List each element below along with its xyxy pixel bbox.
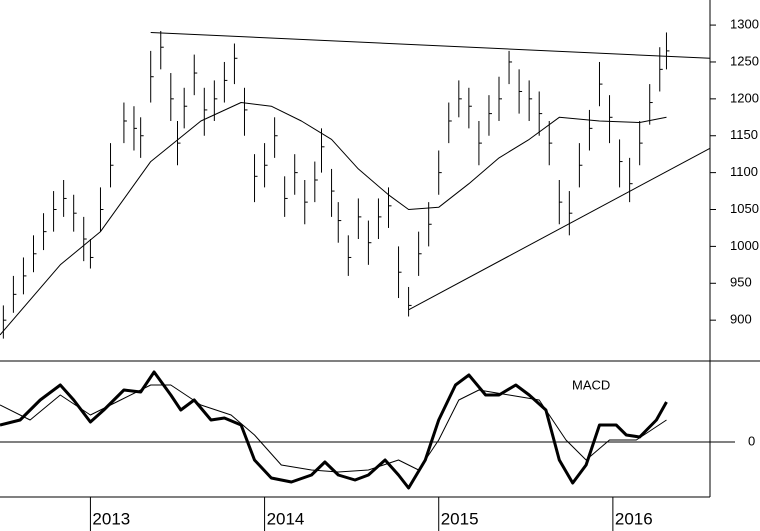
y-tick-label: 950 <box>730 275 752 290</box>
macd-line <box>0 370 668 490</box>
y-tick-label: 1050 <box>730 201 759 216</box>
x-tick-label: 2013 <box>92 509 130 528</box>
y-tick-label: 1200 <box>730 90 759 105</box>
series-label: MACD <box>572 377 610 392</box>
x-tick-label: 2016 <box>615 509 653 528</box>
y-tick-label: 1250 <box>730 53 759 68</box>
y-tick-label: 0 <box>748 433 755 448</box>
macd-line <box>0 384 667 473</box>
y-tick-label: 900 <box>730 312 752 327</box>
y-tick-label: 1150 <box>730 127 758 142</box>
x-tick-label: 2014 <box>267 509 305 528</box>
trendline <box>150 32 711 59</box>
moving-average <box>0 102 667 336</box>
y-tick-label: 1000 <box>730 238 759 253</box>
y-tick-label: 1100 <box>730 164 758 179</box>
y-tick-label: 1300 <box>730 17 759 32</box>
trendline <box>408 147 711 311</box>
x-tick-label: 2015 <box>441 509 479 528</box>
